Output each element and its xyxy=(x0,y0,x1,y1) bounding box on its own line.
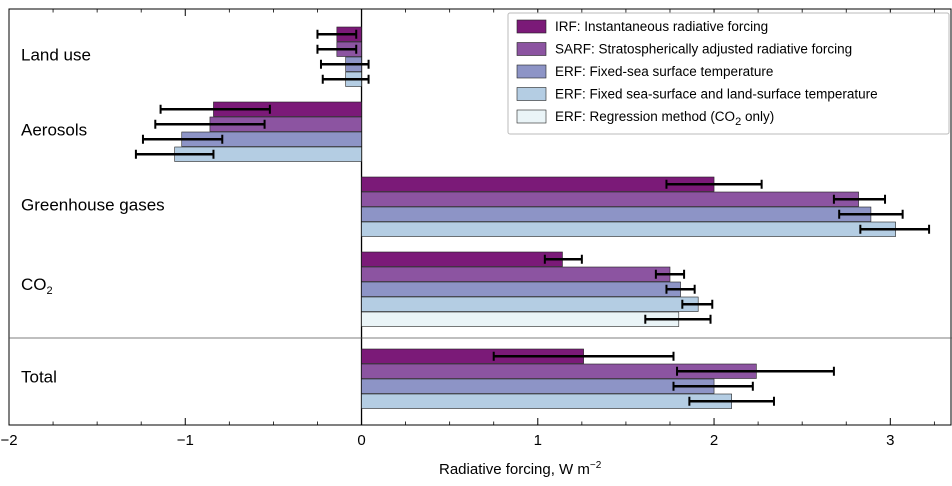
bar xyxy=(361,221,896,237)
legend-swatch xyxy=(516,109,547,124)
category-label: Total xyxy=(21,367,57,386)
bar xyxy=(361,281,681,297)
x-tick-label: −2 xyxy=(0,432,17,449)
bar xyxy=(361,266,671,282)
legend-label: IRF: Instantaneous radiative forcing xyxy=(555,19,768,34)
x-tick-label: 3 xyxy=(886,432,894,449)
legend-swatch xyxy=(516,87,547,101)
legend-swatch xyxy=(516,42,547,56)
category-label: CO2 xyxy=(21,275,53,296)
x-tick-label: 2 xyxy=(710,432,718,449)
legend-label: ERF: Regression method (CO2 only) xyxy=(555,109,774,128)
plot-frame xyxy=(8,8,952,426)
bar xyxy=(361,311,680,327)
category-label: Land use xyxy=(21,45,91,64)
legend-label: ERF: Fixed sea-surface and land-surface … xyxy=(555,87,878,102)
bar xyxy=(361,176,715,192)
bar xyxy=(361,393,732,409)
x-tick-label: 0 xyxy=(357,432,365,449)
category-label: Greenhouse gases xyxy=(21,195,165,214)
bar xyxy=(361,206,872,222)
legend-swatch xyxy=(516,19,547,34)
bar xyxy=(361,378,715,394)
bar xyxy=(361,191,859,207)
legend-label: ERF: Fixed-sea surface temperature xyxy=(555,64,773,79)
legend-swatch xyxy=(516,64,547,79)
bar xyxy=(361,296,699,312)
legend-box xyxy=(507,12,950,135)
legend-label: SARF: Stratospherically adjusted radiati… xyxy=(555,42,852,57)
x-tick-label: −1 xyxy=(177,432,194,449)
x-tick-label: 1 xyxy=(534,432,542,449)
x-axis-title: Radiative forcing, W m−2 xyxy=(439,460,602,478)
bar xyxy=(361,251,563,267)
category-label: Aerosols xyxy=(21,120,87,139)
